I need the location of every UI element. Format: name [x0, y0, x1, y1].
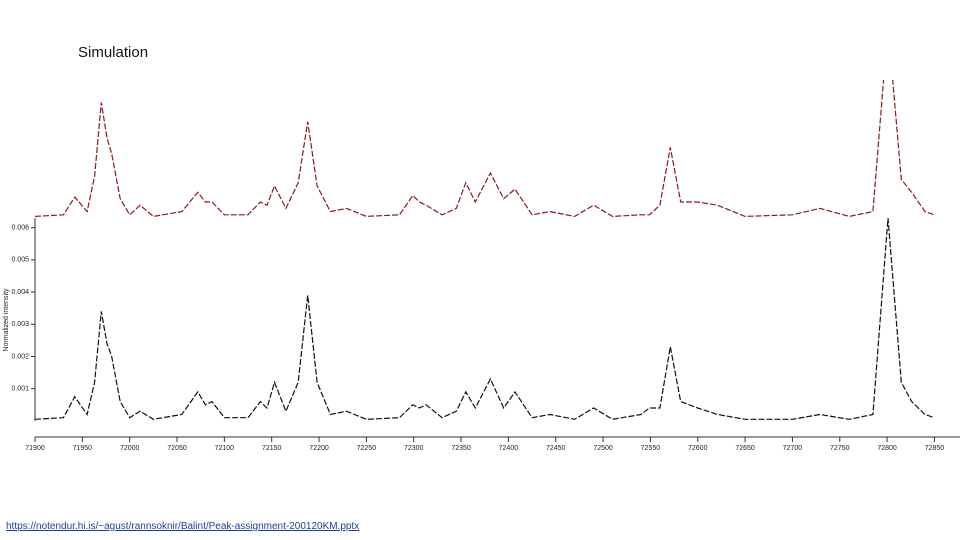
y-axis-label: Normalized intensity — [3, 288, 10, 352]
y-tick-label: 0.003 — [11, 321, 29, 328]
x-tick-label: 71900 — [25, 445, 45, 452]
source-link[interactable]: https://notendur.hi.is/~agust/rannsoknir… — [6, 521, 360, 532]
spectrum-line — [35, 80, 935, 218]
x-tick-label: 72700 — [783, 445, 803, 452]
y-tick-label: 0.004 — [11, 289, 29, 296]
x-tick-label: 72850 — [925, 445, 945, 452]
x-tick-label: 72500 — [593, 445, 613, 452]
y-tick-label: 0.005 — [11, 257, 29, 264]
x-tick-label: 72350 — [451, 445, 471, 452]
x-tick-label: 72100 — [215, 445, 235, 452]
x-tick-label: 72150 — [262, 445, 282, 452]
slide-title: Simulation — [78, 44, 149, 61]
x-tick-label: 72300 — [404, 445, 424, 452]
y-tick-label: 0.001 — [11, 386, 29, 393]
y-tick-label: 0.006 — [11, 225, 29, 232]
x-tick-label: 72550 — [641, 445, 661, 452]
x-tick-label: 72250 — [357, 445, 377, 452]
x-tick-label: 72450 — [546, 445, 566, 452]
x-tick-label: 72200 — [309, 445, 329, 452]
x-tick-label: 72400 — [499, 445, 519, 452]
x-tick-label: 72600 — [688, 445, 708, 452]
y-tick-label: 0.002 — [11, 353, 29, 360]
x-tick-label: 72750 — [830, 445, 850, 452]
x-tick-label: 72800 — [877, 445, 897, 452]
x-tick-label: 72650 — [735, 445, 755, 452]
x-tick-label: 72000 — [120, 445, 140, 452]
x-tick-label: 71950 — [73, 445, 93, 452]
spectrum-line — [35, 217, 935, 420]
x-tick-label: 72050 — [167, 445, 187, 452]
